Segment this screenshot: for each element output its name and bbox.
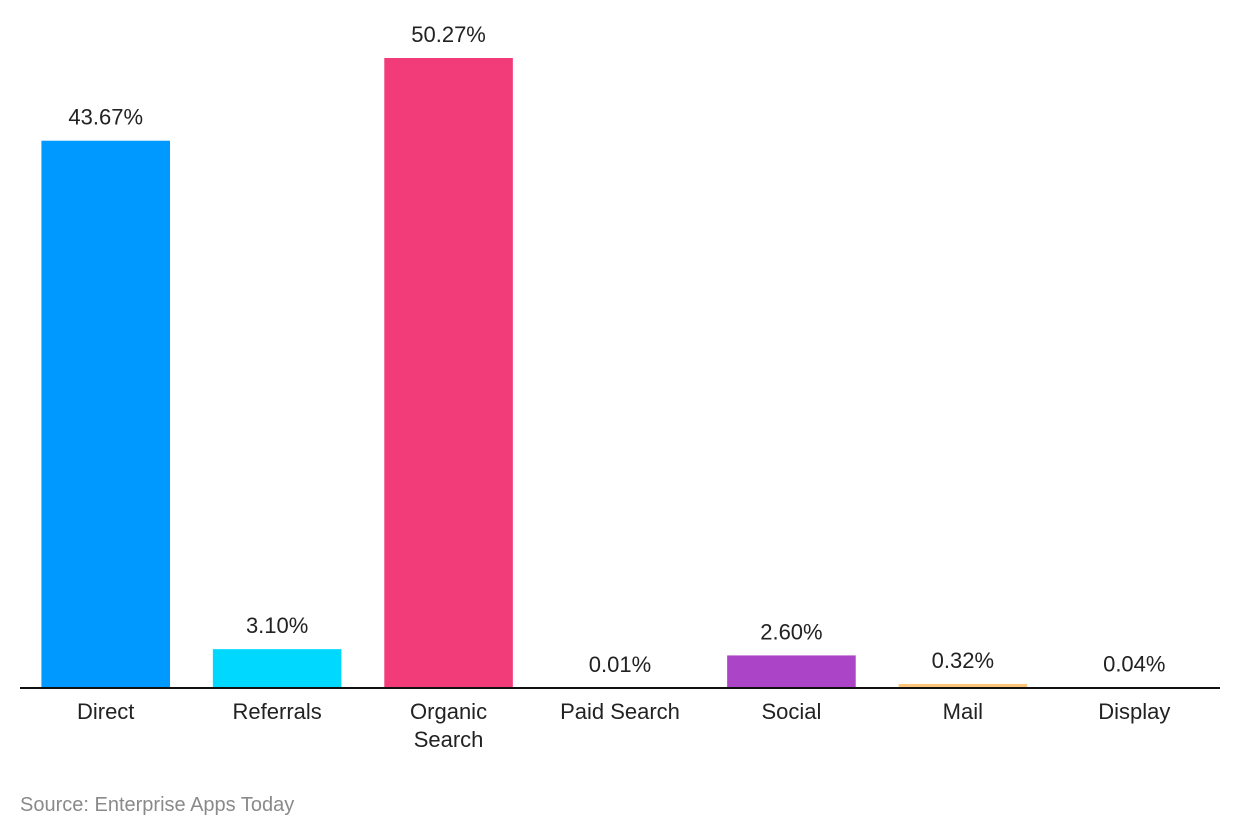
value-label: 43.67% <box>68 105 143 130</box>
value-label: 2.60% <box>760 619 822 644</box>
x-tick-label: Direct <box>76 699 135 724</box>
x-tick-label: Mail <box>942 699 984 724</box>
bar <box>898 683 1028 688</box>
x-tick-label: Social <box>761 699 822 724</box>
x-tick-label: Paid Search <box>560 699 680 724</box>
value-label: 50.27% <box>411 22 486 47</box>
value-label: 0.32% <box>932 648 994 673</box>
bar <box>384 58 513 688</box>
x-tick-label: Display <box>1098 699 1171 724</box>
x-tick-label: Referrals <box>232 699 322 724</box>
value-label: 0.04% <box>1103 651 1165 676</box>
bar <box>41 140 170 688</box>
source: Source: Enterprise Apps Today <box>20 794 295 816</box>
value-label: 0.01% <box>589 652 651 677</box>
bar <box>212 649 342 688</box>
value-label: 3.10% <box>246 613 308 638</box>
bar <box>727 655 856 688</box>
x-tick-label: Organic Search <box>410 699 488 752</box>
